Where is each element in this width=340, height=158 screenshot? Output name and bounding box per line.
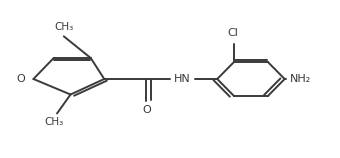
Text: NH₂: NH₂ <box>290 74 311 84</box>
Text: CH₃: CH₃ <box>44 117 63 127</box>
Text: CH₃: CH₃ <box>54 22 73 32</box>
Text: O: O <box>142 105 151 115</box>
Text: O: O <box>16 74 25 84</box>
Text: Cl: Cl <box>227 28 238 38</box>
Text: HN: HN <box>174 74 191 84</box>
